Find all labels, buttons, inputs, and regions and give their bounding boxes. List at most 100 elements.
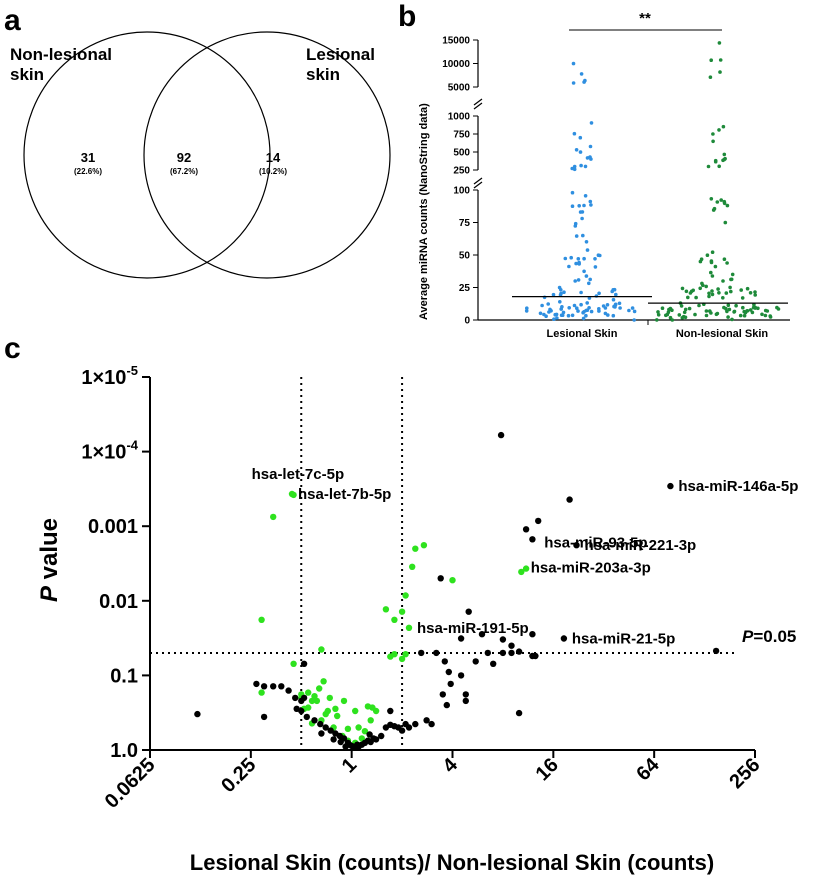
b-dot-non-lesional [741,305,745,310]
venn-pct-both: (67.2%) [170,167,198,176]
b-dot-non-lesional [740,296,745,300]
b-dot-lesional [630,306,635,310]
c-point-green [361,728,369,735]
venn-label-lesional-line1: Lesional [306,45,375,64]
c-point-black [366,731,373,738]
c-point-black [529,536,536,543]
c-point-black [327,727,334,734]
b-axis-break [473,181,483,189]
b-dot-non-lesional [704,313,709,318]
c-point-green [402,592,409,599]
b-dot-non-lesional [728,285,732,290]
b-dot-lesional [572,131,577,136]
c-point-green [288,490,296,498]
c-point-green [270,513,277,521]
c-point-green [522,565,530,572]
b-dot-lesional [577,204,581,208]
c-point-black [423,717,430,724]
b-dot-lesional [572,164,577,169]
b-dot-non-lesional [719,198,723,202]
c-point-black [292,694,299,702]
b-dot-lesional [542,312,546,317]
c-x-tick-label: 64 [632,753,664,785]
b-dot-non-lesional [709,270,713,275]
c-point-green [334,712,341,720]
b-dot-non-lesional [742,313,747,318]
c-point-black [405,724,413,731]
c-y-tick-label: 1.0 [110,740,138,762]
b-dot-lesional [589,121,594,125]
c-x-tick-label: 1 [338,754,361,777]
b-dot-lesional [540,303,544,308]
b-dot-lesional [570,166,574,171]
c-y-tick-label: 1×10-5 [81,363,138,389]
b-dot-non-lesional [760,312,764,317]
b-dot-lesional [593,265,598,269]
b-dot-lesional [583,78,587,83]
b-dot-non-lesional [670,308,674,313]
b-dot-non-lesional [682,310,687,315]
b-dot-non-lesional [700,281,704,286]
b-dot-non-lesional [707,291,711,296]
b-dot-non-lesional [725,261,729,265]
c-point-black [566,496,573,503]
b-dot-lesional [558,300,562,304]
b-dot-non-lesional [711,132,715,136]
panel-a-venn: a Non-lesional skin Lesional skin 31 (22… [4,4,391,279]
b-y-tick-label: 25 [459,283,471,294]
b-dot-non-lesional [704,309,709,313]
c-point-green [311,693,318,700]
b-dot-lesional [588,199,593,204]
b-dot-non-lesional [742,309,746,314]
b-dot-non-lesional [710,289,714,293]
b-dot-lesional [632,309,637,314]
c-point-black [447,680,454,688]
b-dots [512,41,788,322]
c-point-green [391,616,398,623]
b-dot-non-lesional [722,257,727,262]
b-dot-lesional [546,302,550,306]
panel-letter-b: b [398,0,416,33]
b-dot-non-lesional [734,303,738,308]
b-dot-lesional [587,281,591,286]
b-dot-lesional [593,257,597,261]
c-y-tick-label: 0.01 [99,591,138,613]
b-dot-lesional [603,311,608,316]
b-dot-non-lesional [722,152,727,157]
b-dot-lesional [578,135,583,140]
b-dot-non-lesional [704,284,708,289]
b-dot-lesional [575,306,579,311]
c-point-black [387,707,394,715]
b-dot-non-lesional [763,313,768,318]
c-point-black [260,713,268,721]
b-dot-non-lesional [710,292,715,297]
c-point-black [667,482,674,490]
b-dot-lesional [562,290,566,295]
b-dot-non-lesional [775,305,779,310]
b-dot-lesional [552,317,556,322]
b-dot-non-lesional [725,203,730,208]
b-dot-non-lesional [725,309,729,314]
c-point-green [382,606,390,613]
b-dot-lesional [571,61,576,66]
b-axis-break [473,98,483,106]
b-y-axis-label: Average miRNA counts (NanoString data) [418,103,430,320]
b-dot-lesional [570,313,575,318]
b-dot-non-lesional [726,303,731,308]
b-dot-lesional [559,288,563,292]
c-point-black [499,636,507,643]
c-point-black [515,709,523,717]
b-y-tick-label: 75 [459,218,471,229]
b-dot-non-lesional [717,128,721,132]
c-point-black [270,683,277,690]
c-annotation-label: hsa-miR-93-5p [544,534,647,551]
c-point-black [433,649,440,657]
b-dot-non-lesional [693,312,697,317]
c-point-green [398,655,406,663]
c-point-green [352,707,359,715]
b-dot-lesional [611,297,616,302]
c-x-tick-label: 16 [532,754,563,785]
b-dot-non-lesional [722,201,727,206]
b-dot-lesional [571,81,576,85]
b-dot-lesional [576,257,581,261]
